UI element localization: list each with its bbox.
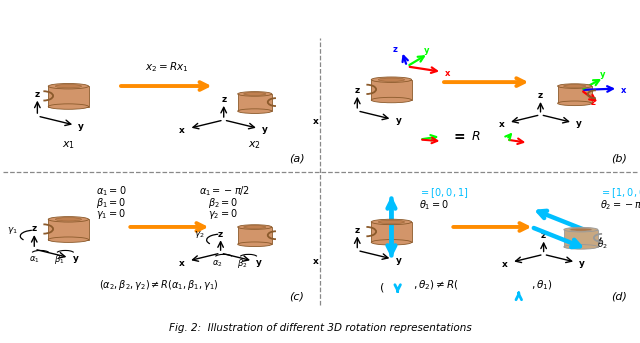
Text: $\gamma_1$: $\gamma_1$ xyxy=(7,225,18,236)
Ellipse shape xyxy=(378,220,404,224)
Text: $(\alpha_2, \beta_2, \gamma_2) \neq R(\alpha_1, \beta_1, \gamma_1)$: $(\alpha_2, \beta_2, \gamma_2) \neq R(\a… xyxy=(99,278,218,292)
Text: $\gamma_1 = 0$: $\gamma_1 = 0$ xyxy=(97,208,126,221)
Text: z: z xyxy=(32,224,37,234)
Text: $R$: $R$ xyxy=(470,130,480,143)
Text: z: z xyxy=(218,230,223,239)
Text: $\beta_2 = 0$: $\beta_2 = 0$ xyxy=(208,196,239,210)
Ellipse shape xyxy=(237,109,272,114)
Ellipse shape xyxy=(48,83,88,89)
Ellipse shape xyxy=(237,92,272,96)
Polygon shape xyxy=(557,86,592,103)
Ellipse shape xyxy=(237,225,272,229)
Text: x: x xyxy=(312,257,318,266)
Text: z: z xyxy=(221,95,227,104)
Ellipse shape xyxy=(557,101,592,106)
Text: $\alpha_1 = 0$: $\alpha_1 = 0$ xyxy=(97,184,127,198)
Text: y: y xyxy=(396,256,401,265)
Text: $x_2$: $x_2$ xyxy=(248,139,261,151)
Text: x: x xyxy=(179,259,184,268)
Text: $= [1,0,0]$: $= [1,0,0]$ xyxy=(600,187,640,200)
Text: =: = xyxy=(454,130,465,144)
Ellipse shape xyxy=(371,219,412,225)
Ellipse shape xyxy=(48,104,88,109)
Ellipse shape xyxy=(55,84,81,88)
Text: z: z xyxy=(590,98,595,107)
Text: $, \theta_2) \neq R($: $, \theta_2) \neq R($ xyxy=(413,279,459,292)
Text: $\alpha_2$: $\alpha_2$ xyxy=(212,258,223,269)
Text: x: x xyxy=(499,120,504,129)
Ellipse shape xyxy=(237,242,272,247)
Text: x: x xyxy=(445,69,451,78)
Text: z: z xyxy=(538,91,543,100)
Text: y: y xyxy=(256,258,262,267)
Text: $\gamma_2 = 0$: $\gamma_2 = 0$ xyxy=(208,208,238,221)
Text: $\beta_2$: $\beta_2$ xyxy=(237,257,248,270)
Text: (b): (b) xyxy=(612,153,627,163)
Ellipse shape xyxy=(371,97,412,103)
Text: (c): (c) xyxy=(289,291,305,301)
Text: z: z xyxy=(35,90,40,99)
Text: y: y xyxy=(72,255,78,263)
Polygon shape xyxy=(237,94,272,111)
Ellipse shape xyxy=(564,245,598,249)
Text: $\theta_2$: $\theta_2$ xyxy=(597,239,608,251)
Text: (: ( xyxy=(380,282,384,292)
Polygon shape xyxy=(237,227,272,244)
Text: x: x xyxy=(502,260,508,269)
Polygon shape xyxy=(371,80,412,100)
Ellipse shape xyxy=(564,227,598,232)
Polygon shape xyxy=(564,230,598,247)
Ellipse shape xyxy=(564,85,586,87)
Text: $x_2 = Rx_1$: $x_2 = Rx_1$ xyxy=(145,60,188,74)
Text: $\alpha_1$: $\alpha_1$ xyxy=(29,255,40,265)
Ellipse shape xyxy=(371,77,412,82)
Polygon shape xyxy=(48,86,88,107)
Text: $\beta_1$: $\beta_1$ xyxy=(54,253,65,266)
Text: $= [0,0,1]$: $= [0,0,1]$ xyxy=(419,187,469,200)
Text: $\theta_2 = -\pi/2$: $\theta_2 = -\pi/2$ xyxy=(600,198,640,212)
Text: $\gamma_2$: $\gamma_2$ xyxy=(193,229,204,240)
Text: z: z xyxy=(355,86,360,95)
Text: $x_1$: $x_1$ xyxy=(62,139,75,151)
Text: y: y xyxy=(576,119,582,128)
Text: y: y xyxy=(600,70,605,79)
Text: y: y xyxy=(262,125,268,134)
Ellipse shape xyxy=(378,78,404,81)
Ellipse shape xyxy=(570,228,592,231)
Ellipse shape xyxy=(48,237,88,243)
Text: x: x xyxy=(179,126,185,135)
Text: y: y xyxy=(424,46,429,55)
Text: (d): (d) xyxy=(612,291,627,301)
Text: y: y xyxy=(579,259,585,268)
Text: y: y xyxy=(396,116,401,125)
Text: $\beta_1 = 0$: $\beta_1 = 0$ xyxy=(97,196,127,210)
Text: $\theta_1 = 0$: $\theta_1 = 0$ xyxy=(419,198,449,212)
Text: z: z xyxy=(355,226,360,235)
Ellipse shape xyxy=(244,93,266,95)
Polygon shape xyxy=(48,219,88,240)
Text: x: x xyxy=(621,86,627,95)
Ellipse shape xyxy=(371,240,412,245)
Text: z: z xyxy=(541,231,546,240)
Text: $, \theta_1)$: $, \theta_1)$ xyxy=(531,279,553,292)
Polygon shape xyxy=(371,222,412,242)
Ellipse shape xyxy=(557,84,592,88)
Text: $\alpha_1 = -\pi/2$: $\alpha_1 = -\pi/2$ xyxy=(199,184,250,198)
Text: x: x xyxy=(312,117,318,126)
Text: y: y xyxy=(78,122,84,131)
Text: Fig. 2:  Illustration of different 3D rotation representations: Fig. 2: Illustration of different 3D rot… xyxy=(168,323,472,333)
Text: z: z xyxy=(392,45,397,55)
Ellipse shape xyxy=(55,218,81,221)
Ellipse shape xyxy=(48,217,88,222)
Ellipse shape xyxy=(244,226,266,228)
Text: (a): (a) xyxy=(289,153,305,163)
